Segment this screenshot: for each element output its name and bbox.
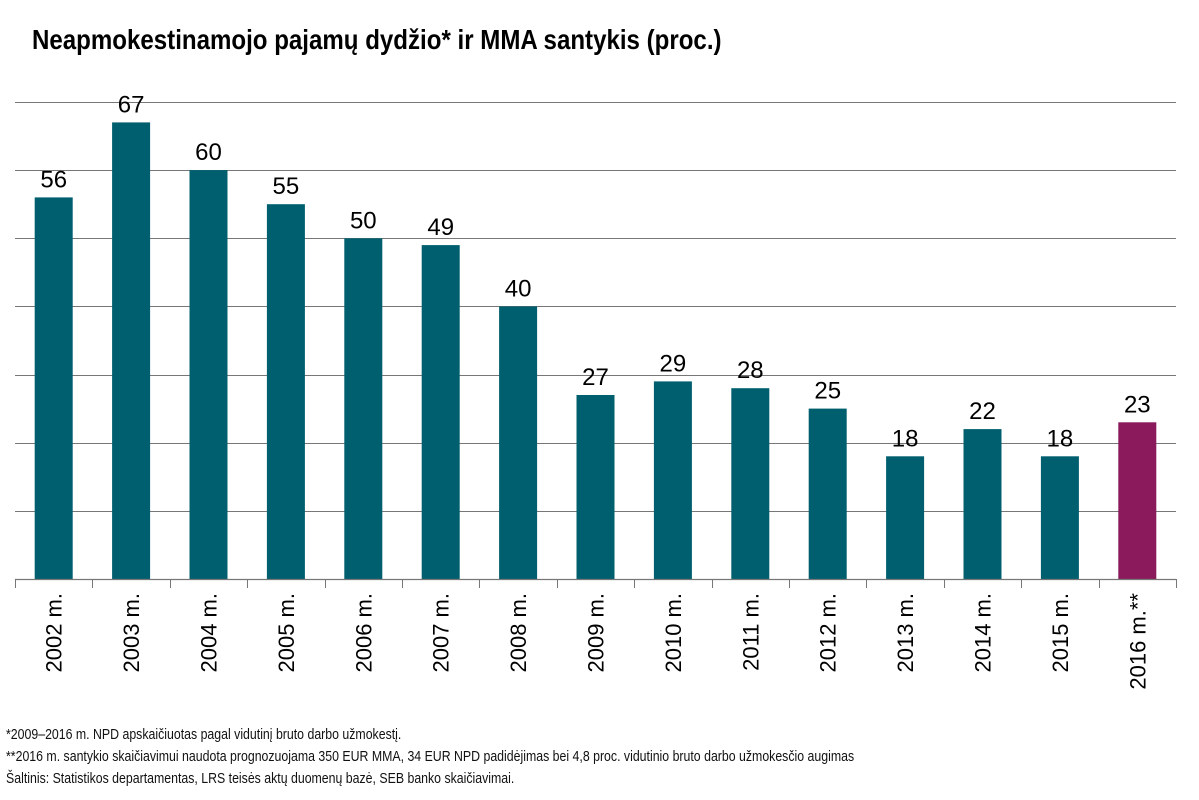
x-tick-label: 2007 m. (429, 593, 454, 673)
bar-2005 (266, 204, 305, 579)
x-tick-label: 2005 m. (274, 593, 299, 673)
x-tick-label: 2015 m. (1048, 593, 1073, 673)
data-label: 29 (660, 350, 687, 377)
bar-2007 (421, 245, 460, 579)
x-tick-label: 2002 m. (42, 593, 67, 673)
bar-2006 (344, 238, 383, 580)
bar-2008 (499, 306, 538, 579)
data-label: 67 (118, 91, 145, 118)
bars-layer (34, 122, 1157, 580)
data-label: 18 (1047, 425, 1074, 452)
bar-2010 (653, 381, 692, 579)
bar-2003 (112, 122, 151, 580)
bar-2009 (576, 395, 615, 579)
x-tick-label: 2013 m. (893, 593, 918, 673)
x-tick-label: 2003 m. (119, 593, 144, 673)
x-tick-label: 2004 m. (197, 593, 222, 673)
bar-2016 (1118, 422, 1157, 579)
bar-2012 (808, 408, 847, 579)
data-label: 25 (814, 378, 841, 405)
bar-2015 (1040, 456, 1079, 579)
footnote-source: Šaltinis: Statistikos departamentas, LRS… (6, 771, 515, 787)
bar-2011 (731, 388, 770, 579)
data-label: 56 (40, 166, 67, 193)
data-label: 40 (505, 275, 532, 302)
x-tick-label: 2009 m. (584, 593, 609, 673)
axis-layer: 2002 m. 2003 m. 2004 m. 2005 m. 2006 m. 2007 … (15, 578, 1177, 690)
bar-2013 (886, 456, 925, 579)
data-label: 55 (273, 173, 300, 200)
footnote-2: **2016 m. santykio skaičiavimui naudota … (6, 749, 855, 765)
data-label: 49 (427, 214, 454, 241)
data-label: 23 (1124, 391, 1151, 418)
data-label: 28 (737, 357, 764, 384)
x-tick-label: 2010 m. (661, 593, 686, 673)
x-tick-label: 2006 m. (351, 593, 376, 673)
data-label: 22 (969, 398, 996, 425)
x-tick-label: 2012 m. (816, 593, 841, 673)
bar-2002 (34, 197, 73, 579)
data-label: 60 (195, 139, 222, 166)
footnote-1: *2009–2016 m. NPD apskaičiuotas pagal vi… (6, 727, 402, 743)
x-tick-label: 2014 m. (971, 593, 996, 673)
x-tick-label: 2011 m. (738, 593, 763, 671)
data-label: 50 (350, 207, 377, 234)
data-label: 18 (892, 425, 919, 452)
data-label: 27 (582, 364, 609, 391)
x-tick-label: 2016 m.** (1125, 593, 1150, 690)
footnotes: *2009–2016 m. NPD apskaičiuotas pagal vi… (6, 724, 854, 790)
chart-title: Neapmokestinamojo pajamų dydžio* ir MMA … (32, 24, 722, 55)
labels-layer: 56 67 60 55 50 49 40 27 29 28 25 18 22 18 23 (40, 91, 1150, 452)
bar-2004 (189, 170, 228, 579)
bar-2014 (963, 429, 1002, 579)
x-tick-label: 2008 m. (506, 593, 531, 673)
